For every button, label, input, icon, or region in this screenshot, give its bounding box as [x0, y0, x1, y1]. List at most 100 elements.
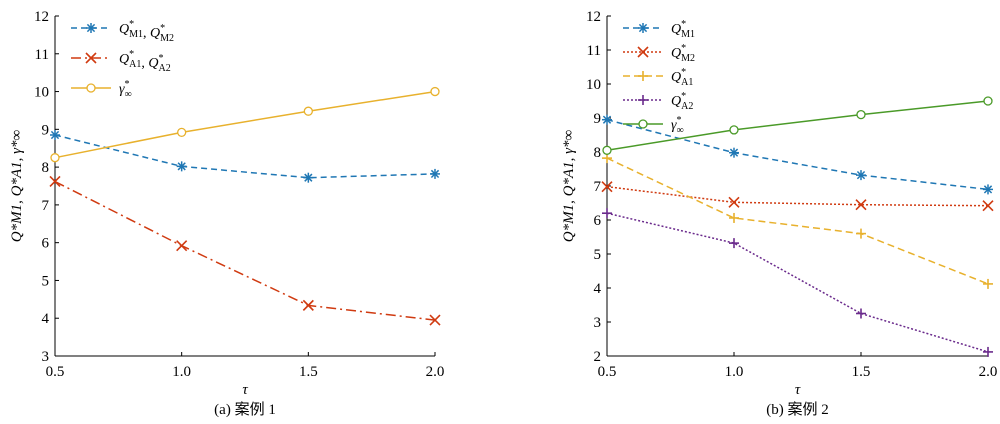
- y-tick-label: 6: [594, 213, 602, 229]
- data-point: [49, 175, 61, 188]
- series-line: [606, 100, 989, 152]
- legend-label: Q* M2: [671, 43, 695, 64]
- x-tick-label: 2.0: [979, 364, 998, 380]
- data-point: [602, 114, 612, 125]
- y-tick-label: 12: [34, 9, 49, 25]
- data-point: [856, 170, 866, 181]
- data-point: [728, 196, 740, 208]
- data-point: [729, 147, 739, 158]
- data-point: [983, 184, 993, 195]
- data-point: [601, 181, 613, 193]
- data-point: [429, 314, 441, 326]
- y-axis-label: Q*M1, Q*A1, γ*∞: [561, 129, 577, 242]
- data-point: [176, 161, 187, 172]
- legend-label: Q* M1, Q* M2: [119, 19, 174, 44]
- series-2: [50, 86, 440, 163]
- y-tick-label: 5: [42, 273, 50, 289]
- data-point: [430, 86, 440, 97]
- y-tick-label: 9: [42, 122, 50, 138]
- data-point: [856, 228, 866, 239]
- y-tick-label: 8: [594, 145, 602, 161]
- data-point: [177, 127, 187, 138]
- series-line: [606, 212, 989, 353]
- x-tick-label: 1.5: [852, 364, 871, 380]
- series-2: [602, 153, 993, 289]
- data-point: [729, 238, 739, 249]
- legend-marker: [638, 23, 648, 33]
- series-line: [54, 180, 436, 321]
- y-tick-label: 9: [594, 111, 602, 127]
- series-0: [50, 130, 440, 183]
- data-point: [176, 240, 188, 252]
- data-point: [602, 145, 612, 155]
- x-tick-label: 1.5: [299, 364, 318, 380]
- data-point: [983, 278, 993, 289]
- y-tick-label: 3: [594, 315, 602, 331]
- chart-panel-a: 3 4 5 6 7 8 9 10 11 12 0.5 1.0 1.5 2.0 τ Q*M1, Q*A1, γ*…: [9, 9, 444, 418]
- series-line: [54, 134, 436, 179]
- series-line: [54, 90, 436, 159]
- legend-marker: [638, 71, 648, 81]
- series-4: [602, 96, 993, 155]
- y-tick-label: 11: [587, 43, 601, 59]
- y-tick-label: 11: [35, 47, 49, 63]
- y-tick-label: 8: [42, 160, 50, 176]
- legend: Q* M1 Q* M2 Q* A1 Q* A2 γ* ∞: [623, 19, 695, 136]
- legend-label: Q* A1: [671, 67, 693, 88]
- panel-caption: (a) 案例 1: [214, 400, 276, 418]
- legend-label: γ* ∞: [119, 79, 132, 100]
- legend-label: Q* M1: [671, 19, 695, 40]
- panel-caption: (b) 案例 2: [766, 400, 829, 418]
- series-line: [606, 118, 989, 191]
- legend-marker: [638, 119, 648, 129]
- data-point: [50, 130, 60, 140]
- y-tick-label: 2: [594, 349, 602, 365]
- y-axis-label: Q*M1, Q*A1, γ*∞: [9, 129, 25, 242]
- series-1: [49, 175, 441, 326]
- x-tick-label: 1.0: [172, 364, 191, 380]
- x-tick-label: 1.0: [725, 364, 744, 380]
- series-3: [602, 208, 993, 357]
- y-tick-label: 4: [594, 281, 602, 297]
- y-tick-label: 6: [42, 236, 50, 252]
- legend-label: γ* ∞: [671, 115, 684, 136]
- data-point: [983, 346, 993, 357]
- data-point: [729, 125, 739, 135]
- series-line: [606, 157, 989, 285]
- data-point: [729, 212, 739, 223]
- chart-panel-b: 2 3 4 5 6 7 8 9 10 11 12 0.5 1.0 1.5 2.0 τ Q*M1, Q*A1, γ…: [561, 9, 997, 418]
- legend-marker: [86, 83, 96, 93]
- data-point: [430, 168, 440, 179]
- legend-marker: [86, 23, 96, 33]
- data-point: [602, 208, 612, 219]
- x-axis-label: τ: [795, 382, 801, 398]
- x-axis-label: τ: [242, 382, 248, 398]
- y-tick-label: 3: [42, 349, 50, 365]
- data-point: [303, 106, 313, 116]
- y-tick-label: 5: [594, 247, 602, 263]
- series-0: [602, 114, 993, 195]
- data-point: [982, 200, 994, 212]
- y-tick-label: 10: [586, 77, 601, 93]
- data-point: [50, 153, 60, 163]
- legend: Q* M1, Q* M2 Q* A1, Q* A2 γ* ∞: [71, 19, 174, 100]
- legend-marker: [85, 52, 97, 64]
- data-point: [856, 109, 866, 120]
- legend-label: Q* A2: [671, 91, 693, 112]
- x-tick-label: 0.5: [46, 364, 65, 380]
- data-point: [303, 172, 314, 183]
- series-1: [601, 181, 994, 212]
- y-tick-label: 7: [594, 179, 602, 195]
- y-tick-label: 10: [34, 85, 49, 101]
- y-tick-label: 4: [42, 311, 50, 327]
- legend-marker: [638, 95, 648, 105]
- data-point: [983, 96, 993, 106]
- legend-label: Q* A1, Q* A2: [119, 49, 171, 74]
- data-point: [855, 199, 867, 211]
- y-tick-label: 12: [586, 9, 601, 25]
- x-tick-label: 2.0: [426, 364, 445, 380]
- y-tick-label: 7: [42, 198, 50, 214]
- series-line: [606, 185, 989, 207]
- data-point: [856, 308, 866, 319]
